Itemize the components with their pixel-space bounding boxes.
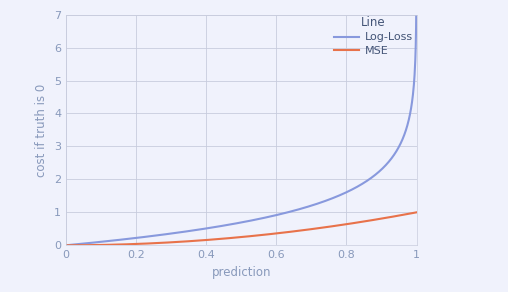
Y-axis label: cost if truth is 0: cost if truth is 0	[36, 83, 48, 177]
Log-Loss	[63, 244, 69, 247]
MSE	[409, 211, 415, 215]
Log-Loss	[376, 170, 382, 173]
Log-Loss	[242, 220, 248, 223]
MSE	[131, 242, 137, 246]
MSE	[300, 228, 306, 232]
Line: Log-Loss: Log-Loss	[66, 0, 417, 245]
MSE	[232, 236, 238, 239]
MSE	[63, 244, 69, 247]
Log-Loss	[356, 184, 362, 187]
X-axis label: prediction: prediction	[211, 266, 271, 279]
Log-Loss	[394, 148, 400, 151]
Log-Loss	[299, 207, 305, 210]
Line: MSE: MSE	[66, 212, 417, 245]
Legend: Log-Loss, MSE: Log-Loss, MSE	[334, 15, 412, 56]
Log-Loss	[90, 241, 97, 244]
MSE	[414, 211, 420, 214]
MSE	[333, 224, 339, 227]
MSE	[119, 243, 125, 246]
